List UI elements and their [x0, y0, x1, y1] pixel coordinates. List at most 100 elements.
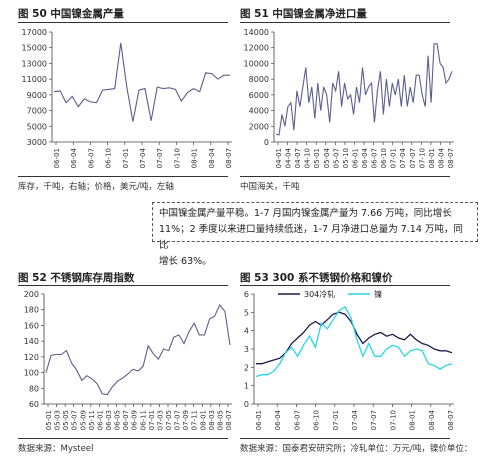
x-tick-label: 05-07: [71, 410, 79, 430]
y-tick-label: 6000: [249, 91, 269, 100]
y-tick-label: 0: [264, 138, 269, 147]
x-tick-label: 06-10: [380, 148, 388, 168]
x-tick-label: 07-01: [332, 410, 340, 430]
chart-53: 0 1 2 3 4 5 6 06-01 06-04 06-07 06-10 07-01 07-04 07-…: [244, 289, 455, 430]
summary-line-3: 增长 63%。: [159, 256, 212, 267]
x-tick-label: 08-07: [225, 410, 233, 430]
y-tick-label: 11000: [22, 75, 47, 84]
summary-line-1: 中国镍金属产量平稳。1-7 月国内镍金属产量为 7.66 万吨，同比增长: [159, 208, 452, 219]
x-tick-label: 06-04: [274, 409, 282, 430]
x-tick-label: 04-07: [294, 148, 302, 168]
y-tick-label: 13000: [22, 59, 47, 68]
x-tick-label: 06-01: [255, 410, 263, 430]
series-line-2: [255, 305, 453, 378]
chart-source-53: 数据来源：国泰君安研究所；冷轧单位：万元/吨，镍价单位：: [240, 444, 473, 454]
x-tick-label: 06-11: [139, 410, 147, 430]
title-rule-51: [240, 22, 450, 23]
x-tick-label: 07-07: [409, 148, 417, 168]
series-line-1: [256, 311, 453, 365]
x-tick-label: 06-10: [313, 410, 321, 430]
x-tick-label: 06-05: [114, 410, 122, 430]
y-tick-label: 15000: [22, 44, 47, 53]
x-tick-label: 06-07: [293, 410, 301, 430]
x-tick-label: 07-03: [156, 410, 164, 430]
y-tick-label: 4: [244, 327, 249, 336]
chart-source-50: 库存，千吨，右轴；价格，美元/吨，左轴: [18, 182, 174, 192]
y-tick-label: 160: [24, 321, 39, 330]
x-tick-label: 06-07: [371, 148, 379, 168]
x-tick-label: 08-01: [428, 148, 436, 168]
y-tick-label: 5: [244, 308, 249, 317]
x-tick-label: 08-05: [216, 410, 224, 430]
chart-title-53: 图 53 300 系不锈钢价格和镍价: [240, 272, 393, 284]
y-tick-label: 6: [244, 290, 249, 299]
y-tick-label: 7000: [27, 107, 47, 116]
x-tick-label: 07-07: [174, 410, 182, 430]
x-tick-label: 07-04: [139, 147, 147, 168]
y-tick-label: 200: [24, 290, 39, 299]
y-tick-label: 17000: [22, 28, 47, 37]
x-tick-label: 06-01: [351, 148, 359, 168]
x-tick-label: 08-04: [437, 147, 445, 168]
series-line-1: [275, 43, 453, 136]
x-tick-label: 07-01: [390, 148, 398, 168]
x-tick-label: 08-03: [208, 410, 216, 430]
y-tick-label: 80: [29, 384, 39, 393]
series-line-1: [53, 42, 230, 122]
x-tick-label: 08-07: [225, 148, 233, 168]
x-tick-label: 07-04: [351, 409, 359, 430]
x-tick-label: 06-10: [105, 148, 113, 168]
x-tick-label: 05-04: [323, 147, 331, 168]
y-tick-label: 12000: [244, 44, 269, 53]
x-tick-label: 05-01: [45, 410, 53, 430]
source-rule-50: [18, 176, 228, 177]
x-tick-label: 07-10: [173, 148, 181, 168]
title-rule-53: [240, 285, 450, 286]
x-tick-label: 06-01: [96, 410, 104, 430]
x-tick-label: 07-04: [399, 147, 407, 168]
y-tick-label: 8000: [249, 75, 269, 84]
x-tick-label: 07-07: [370, 410, 378, 430]
x-tick-label: 06-07: [87, 148, 95, 168]
title-rule-52: [18, 285, 228, 286]
legend-label: 镍: [374, 289, 382, 299]
chart-source-51: 中国海关，千吨: [240, 182, 300, 192]
x-tick-label: 05-07: [332, 148, 340, 168]
series-line-1: [45, 303, 231, 396]
source-rule-53: [240, 438, 450, 439]
x-tick-label: 08-07: [447, 410, 455, 430]
y-tick-label: 5000: [27, 122, 47, 131]
summary-box: 中国镍金属产量平稳。1-7 月国内镍金属产量为 7.66 万吨，同比增长 11%…: [152, 202, 478, 267]
x-tick-label: 05-11: [88, 410, 96, 430]
y-tick-label: 180: [24, 306, 39, 315]
x-tick-label: 07-09: [182, 410, 190, 430]
x-tick-label: 07-10: [389, 410, 397, 430]
x-tick-label: 05-09: [79, 410, 87, 430]
x-tick-label: 04-01: [275, 148, 283, 168]
y-tick-label: 0: [244, 400, 249, 409]
x-tick-label: 06-03: [105, 410, 113, 430]
summary-line-2: 11%；2 季度以来进口量持续低迷，1-7 月净进口总量为 7.14 万吨，同比: [159, 224, 463, 251]
source-rule-52: [18, 438, 228, 439]
y-tick-label: 4000: [249, 107, 269, 116]
x-tick-label: 08-01: [191, 148, 199, 168]
y-tick-label: 3000: [27, 138, 47, 147]
x-tick-label: 07-07: [156, 148, 164, 168]
chart-title-50: 图 50 中国镍金属产量: [18, 8, 124, 20]
x-tick-label: 04-10: [304, 148, 312, 168]
x-tick-label: 07-01: [122, 148, 130, 168]
x-tick-label: 07-11: [191, 410, 199, 430]
source-rule-51: [240, 176, 450, 177]
x-tick-label: 06-01: [53, 148, 61, 168]
x-tick-label: 06-04: [361, 147, 369, 168]
y-tick-label: 120: [24, 353, 39, 362]
y-tick-label: 10000: [244, 59, 269, 68]
x-tick-label: 08-01: [199, 410, 207, 430]
x-tick-label: 08-04: [428, 409, 436, 430]
x-tick-label: 06-04: [70, 147, 78, 168]
x-tick-label: 08-04: [208, 147, 216, 168]
chart-50: 3000 5000 7000 9000 11000 13000 15000 17000 06-0…: [22, 28, 233, 168]
y-tick-label: 140: [24, 337, 39, 346]
